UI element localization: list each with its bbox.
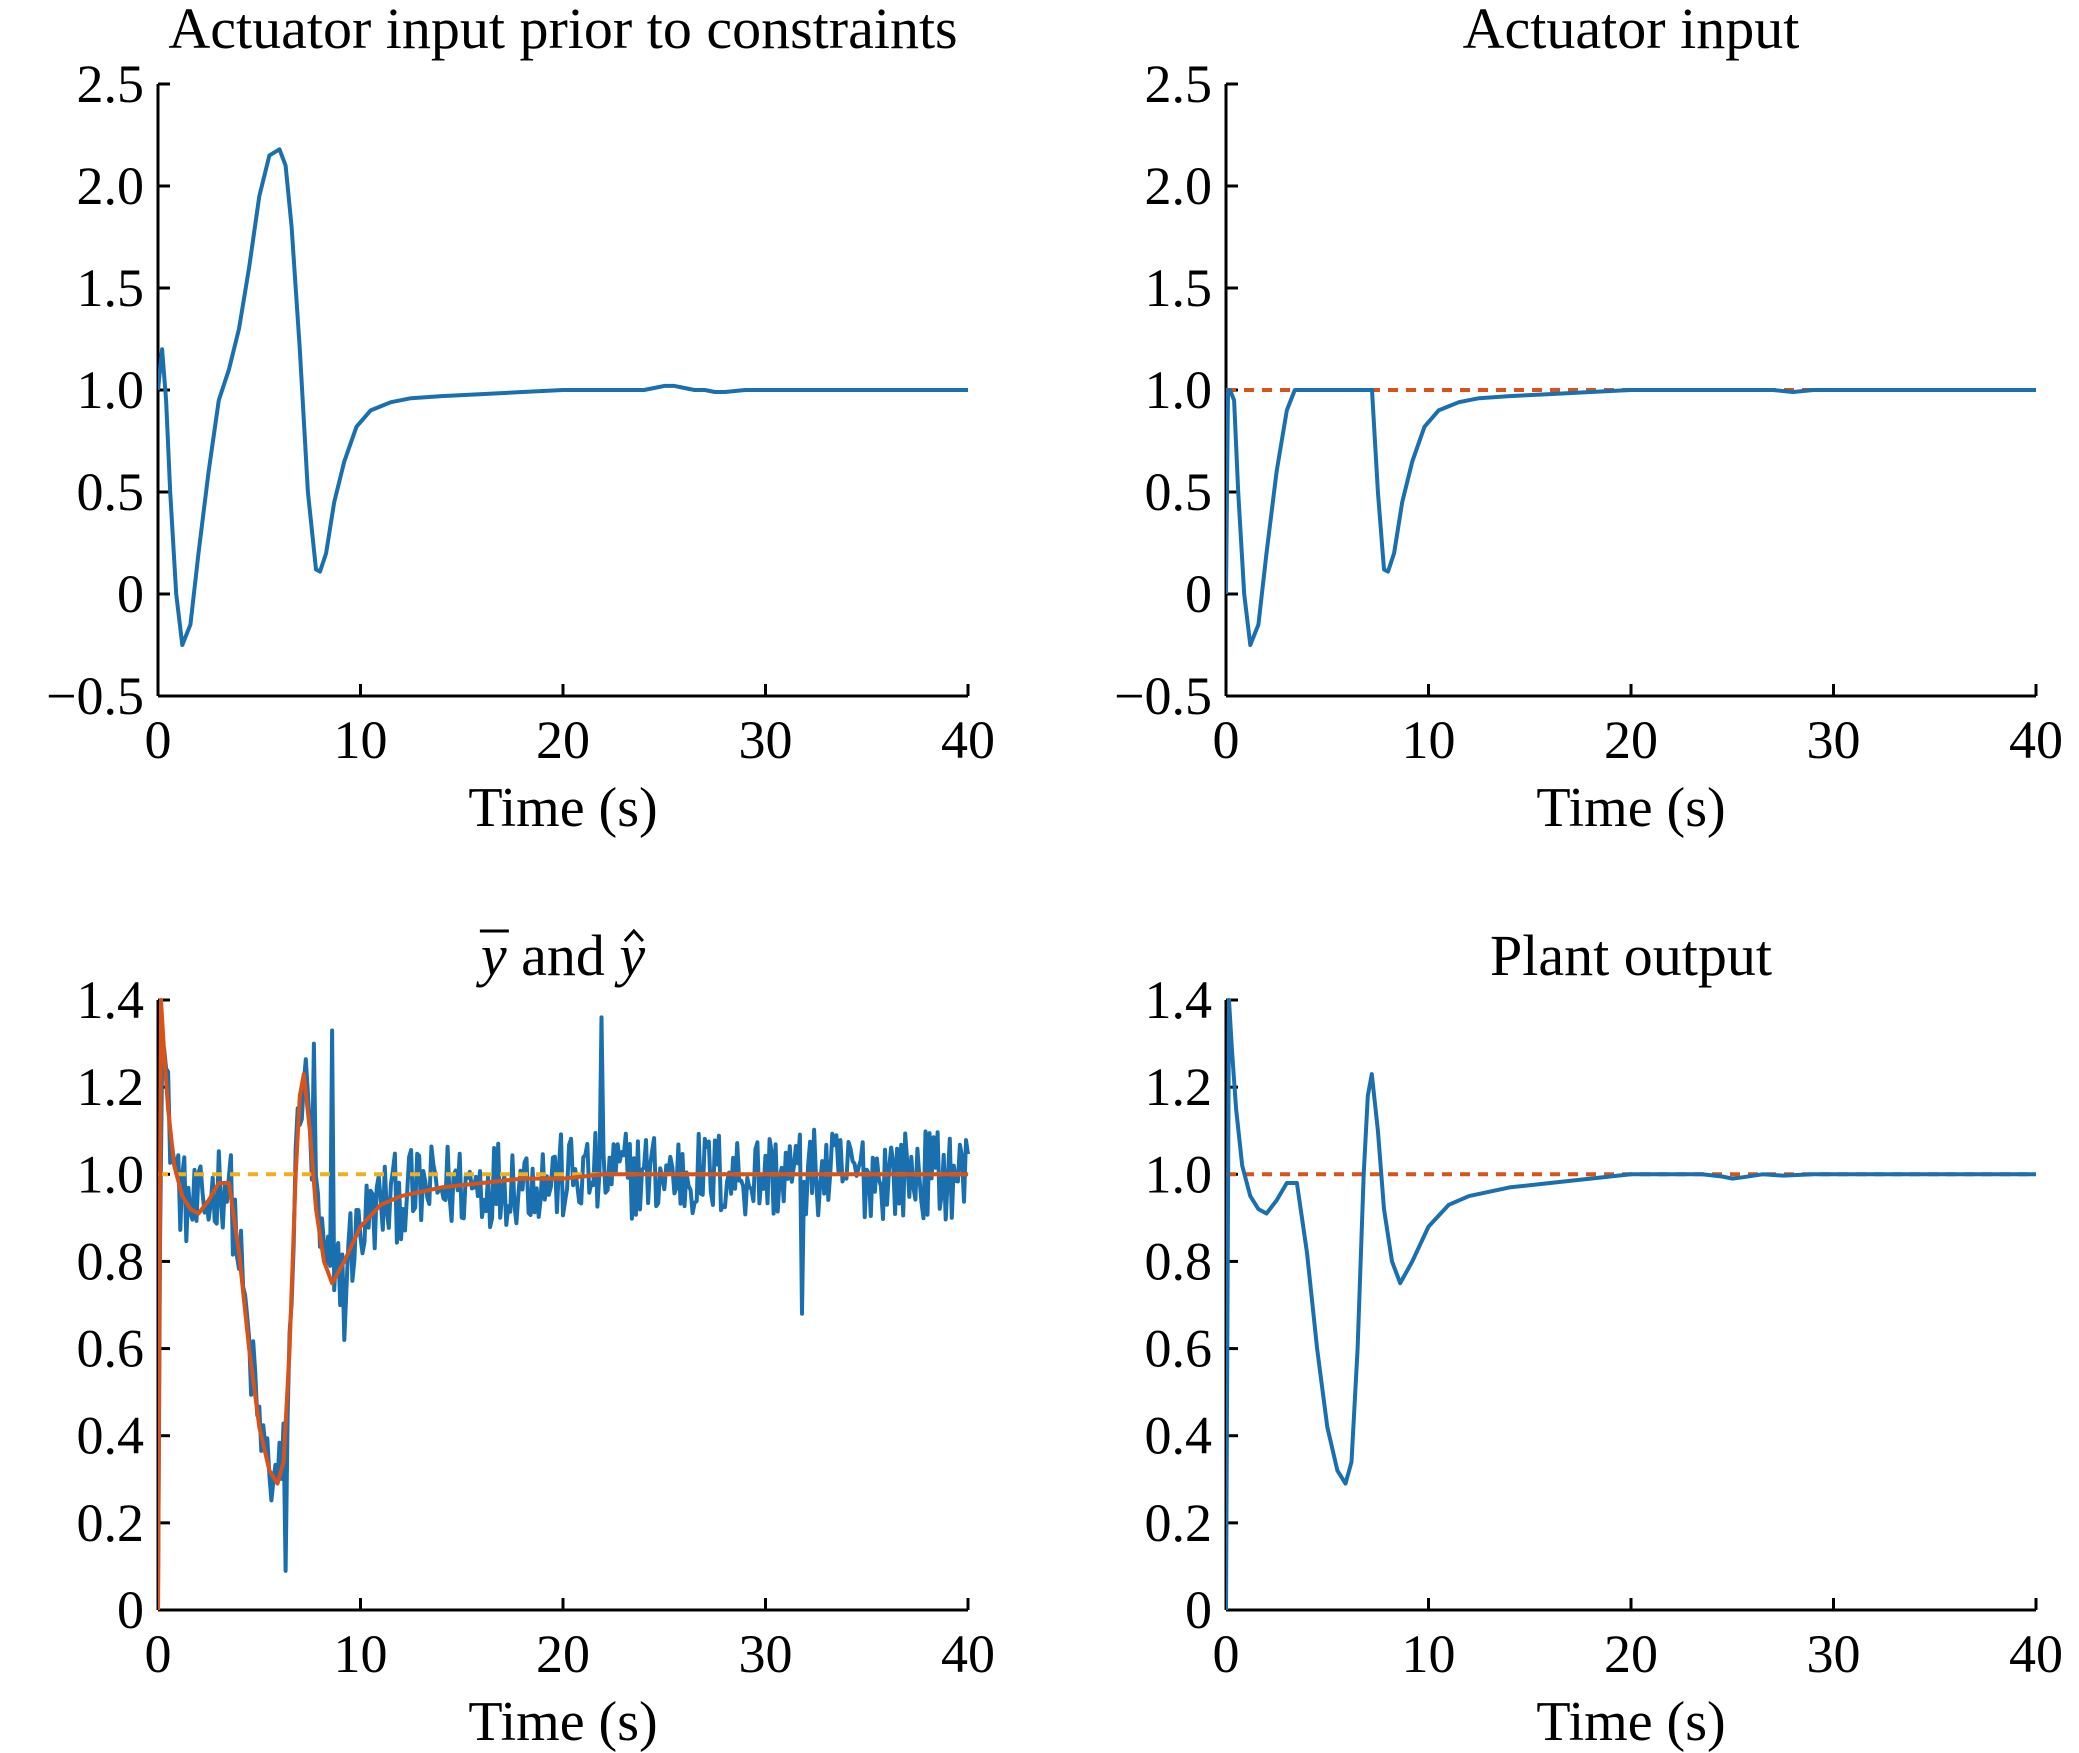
y-tick-label: 0.6 bbox=[1145, 1319, 1213, 1379]
plot-area bbox=[158, 998, 970, 1611]
series-line bbox=[158, 147, 968, 647]
x-axis-label: Time (s) bbox=[1536, 777, 1725, 839]
series-line bbox=[1226, 998, 2036, 1611]
y-tick-label: 1.4 bbox=[77, 970, 145, 1030]
y-tick-label: 0 bbox=[117, 1580, 144, 1640]
yhat-hat bbox=[623, 928, 644, 943]
x-tick-label: 40 bbox=[2009, 1624, 2063, 1684]
y-tick-label: 0.5 bbox=[1145, 462, 1213, 522]
x-tick-label: 10 bbox=[334, 710, 388, 770]
y-tick-label: 1.4 bbox=[1145, 970, 1213, 1030]
x-tick-label: 30 bbox=[739, 1624, 793, 1684]
plot-area bbox=[158, 147, 968, 647]
x-axis-label: Time (s) bbox=[468, 1691, 657, 1753]
y-tick-label: 2.5 bbox=[1145, 54, 1213, 114]
x-tick-label: 40 bbox=[941, 1624, 995, 1684]
x-tick-label: 40 bbox=[941, 710, 995, 770]
title-ybar: y bbox=[476, 923, 507, 988]
y-tick-label: 0.8 bbox=[1145, 1231, 1213, 1291]
series-line bbox=[158, 998, 968, 1611]
y-tick-label: 0.4 bbox=[1145, 1406, 1213, 1466]
plot-area bbox=[1226, 998, 2036, 1611]
chart-panel-actuator-input-prior: Actuator input prior to constraints−0.50… bbox=[46, 0, 995, 839]
chart-title: Actuator input prior to constraints bbox=[168, 0, 957, 61]
x-axis-label: Time (s) bbox=[1536, 1691, 1725, 1753]
y-tick-label: 1.2 bbox=[77, 1057, 145, 1117]
x-tick-label: 30 bbox=[1807, 710, 1861, 770]
chart-title: Plant output bbox=[1490, 923, 1772, 988]
chart-panel-plant-output: Plant output 0 0.2 0.4 0.6 0.8 1.0 1.2 1.4 0 10 20 3… bbox=[1145, 923, 2064, 1753]
series-line bbox=[1226, 388, 2036, 647]
y-tick-label: 1.0 bbox=[77, 360, 145, 420]
x-tick-label: 0 bbox=[145, 1624, 172, 1684]
x-tick-label: 0 bbox=[1213, 1624, 1240, 1684]
y-tick-label: 0 bbox=[1185, 1580, 1212, 1640]
y-tick-label: 0.2 bbox=[77, 1493, 145, 1553]
series-line-noisy bbox=[158, 1015, 970, 1611]
x-tick-label: 10 bbox=[1402, 1624, 1456, 1684]
x-axis-label: Time (s) bbox=[468, 777, 657, 839]
x-tick-label: 20 bbox=[536, 1624, 590, 1684]
chart-panel-actuator-input: Actuator input−0.500.51.01.52.02.50 10 20 3… bbox=[1114, 0, 2063, 839]
y-tick-label: 1.0 bbox=[77, 1144, 145, 1204]
y-tick-label: 0 bbox=[117, 564, 144, 624]
y-tick-label: 0.6 bbox=[77, 1319, 145, 1379]
y-tick-label: 1.0 bbox=[1145, 360, 1213, 420]
x-tick-label: 10 bbox=[334, 1624, 388, 1684]
chart-title: y and y bbox=[476, 923, 646, 988]
chart-panel-ybar-yhat: y and y 0 0.2 0.4 0.6 0.8 1.0 1.2 1.4 0 10 20 30 40 Ti… bbox=[77, 923, 996, 1753]
chart-title: Actuator input bbox=[1463, 0, 1800, 61]
y-tick-label: 0.8 bbox=[77, 1231, 145, 1291]
x-tick-label: 30 bbox=[1807, 1624, 1861, 1684]
y-tick-label: 0.2 bbox=[1145, 1493, 1213, 1553]
plot-area bbox=[1226, 388, 2036, 647]
y-tick-label: 1.5 bbox=[1145, 258, 1213, 318]
x-tick-label: 20 bbox=[1604, 1624, 1658, 1684]
x-tick-label: 10 bbox=[1402, 710, 1456, 770]
y-tick-label: −0.5 bbox=[46, 666, 144, 726]
y-tick-label: 1.2 bbox=[1145, 1057, 1213, 1117]
x-tick-label: 0 bbox=[1213, 710, 1240, 770]
y-tick-label: 0 bbox=[1185, 564, 1212, 624]
title-and: and bbox=[507, 923, 620, 988]
title-yhat: y bbox=[614, 923, 645, 988]
x-tick-label: 40 bbox=[2009, 710, 2063, 770]
x-tick-label: 20 bbox=[1604, 710, 1658, 770]
y-tick-label: 1.5 bbox=[77, 258, 145, 318]
y-tick-label: 2.0 bbox=[1145, 156, 1213, 216]
y-tick-label: 1.0 bbox=[1145, 1144, 1213, 1204]
y-tick-label: 2.0 bbox=[77, 156, 145, 216]
x-tick-label: 0 bbox=[145, 710, 172, 770]
x-tick-label: 30 bbox=[739, 710, 793, 770]
y-tick-label: 2.5 bbox=[77, 54, 145, 114]
y-tick-label: 0.4 bbox=[77, 1406, 145, 1466]
y-tick-label: −0.5 bbox=[1114, 666, 1212, 726]
y-tick-label: 0.5 bbox=[77, 462, 145, 522]
x-tick-label: 20 bbox=[536, 710, 590, 770]
